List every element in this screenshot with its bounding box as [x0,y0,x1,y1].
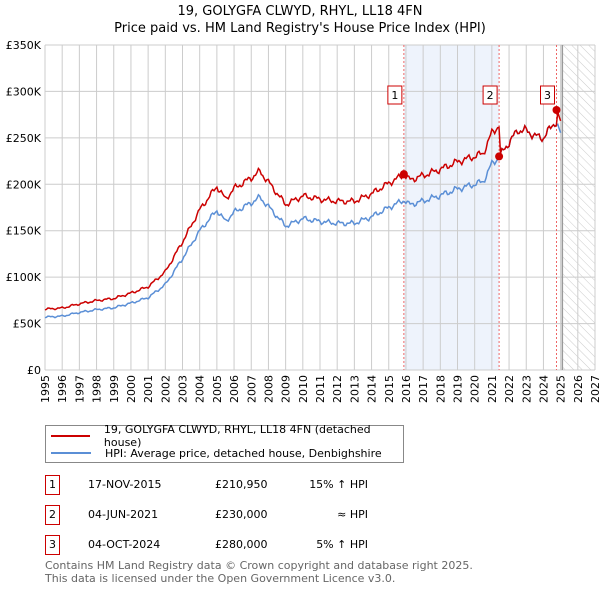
sale-label-box [482,85,498,105]
y-tick-label: £100K [6,271,42,284]
x-tick-label: 2025 [555,375,568,403]
x-tick-label: 2003 [177,375,190,403]
sale-number: 3 [45,535,60,555]
sale-number: 2 [45,505,60,525]
x-tick-label: 2005 [211,375,224,403]
legend-swatch-blue [51,452,91,454]
sale-hpi-compare: 15% ↑ HPI [309,478,368,491]
x-tick-label: 2002 [159,375,172,403]
footer: Contains HM Land Registry data © Crown c… [45,559,473,585]
x-tick-label: 1995 [39,375,52,403]
y-tick-label: £200K [6,178,42,191]
x-tick-label: 1997 [73,375,86,403]
x-tick-label: 2009 [280,375,293,403]
y-tick-label: £350K [6,39,42,52]
sale-label-box [387,85,403,105]
sale-row: 3 04-OCT-2024 £280,000 5% ↑ HPI [45,535,465,555]
y-tick-label: £250K [6,132,42,145]
legend-property: 19, GOLYGFA CLWYD, RHYL, LL18 4FN (detac… [46,423,403,449]
footer-line: This data is licensed under the Open Gov… [45,572,396,585]
x-tick-label: 2001 [142,375,155,403]
x-tick-label: 2020 [469,375,482,403]
chart-subtitle: Price paid vs. HM Land Registry's House … [114,21,486,36]
x-tick-label: 2004 [194,375,207,403]
sale-hpi-compare: ≈ HPI [337,508,368,521]
x-tick-label: 2008 [262,375,275,403]
y-tick-label: £0 [27,364,41,377]
property-line [44,111,562,311]
x-tick-label: 2015 [383,375,396,403]
x-tick-label: 2018 [434,375,447,403]
x-tick-label: 2000 [125,375,138,403]
sale-price: £230,000 [215,508,268,521]
x-tick-label: 2006 [228,375,241,403]
legend-label: HPI: Average price, detached house, Denb… [105,446,382,460]
sale-date: 17-NOV-2015 [88,478,162,491]
y-tick-label: £300K [6,85,42,98]
sale-label: 1 [391,89,398,102]
x-tick-label: 2016 [400,375,413,403]
x-tick-label: 2024 [537,375,550,403]
legend: 19, GOLYGFA CLWYD, RHYL, LL18 4FN (detac… [45,423,404,463]
x-tick-label: 1998 [91,375,104,403]
sale-label: 3 [544,89,551,102]
legend-label: 19, GOLYGFA CLWYD, RHYL, LL18 4FN (detac… [103,423,371,449]
x-tick-label: 2012 [331,375,344,403]
y-tick-label: £150K [6,225,42,238]
sale-hpi-compare: 5% ↑ HPI [316,538,368,551]
sale-date: 04-JUN-2021 [88,508,159,521]
chart-title: 19, GOLYGFA CLWYD, RHYL, LL18 4FN [177,4,423,19]
x-tick-label: 2027 [589,375,600,403]
legend-hpi: HPI: Average price, detached house, Denb… [46,445,382,461]
x-tick-label: 2019 [452,375,465,403]
x-tick-label: 2023 [520,375,533,403]
forecast-hatch [562,45,595,370]
x-tick-label: 2007 [245,375,258,403]
x-tick-label: 2013 [348,375,361,403]
x-tick-label: 2026 [572,375,585,403]
sale-point [552,106,561,114]
x-tick-label: 2010 [297,375,310,403]
sale-price: £210,950 [215,478,268,491]
sale-label: 2 [487,89,494,102]
x-tick-label: 2011 [314,375,327,403]
x-tick-label: 2021 [486,375,499,403]
sale-price: £280,000 [215,538,268,551]
legend-swatch-red [51,435,90,437]
sale-point [495,152,504,161]
sale-number: 1 [45,475,60,495]
sale-row: 2 04-JUN-2021 £230,000 ≈ HPI [45,505,465,525]
x-tick-label: 1996 [56,375,69,403]
sale-label-box [540,85,555,105]
hpi-line [44,123,562,319]
sale-date: 04-OCT-2024 [88,538,161,551]
x-tick-label: 2022 [503,375,516,403]
x-tick-label: 1999 [108,375,121,403]
price-chart: 1995 1996 1997 1998 1999 2000 2001 2002 2003 2004… [6,39,600,403]
footer-line: Contains HM Land Registry data © Crown c… [45,559,473,572]
sale-row: 1 17-NOV-2015 £210,950 15% ↑ HPI [45,475,465,495]
sale-point [399,170,408,179]
x-tick-label: 2017 [417,375,430,403]
y-tick-label: £50K [13,318,42,331]
x-tick-label: 2014 [366,375,379,403]
